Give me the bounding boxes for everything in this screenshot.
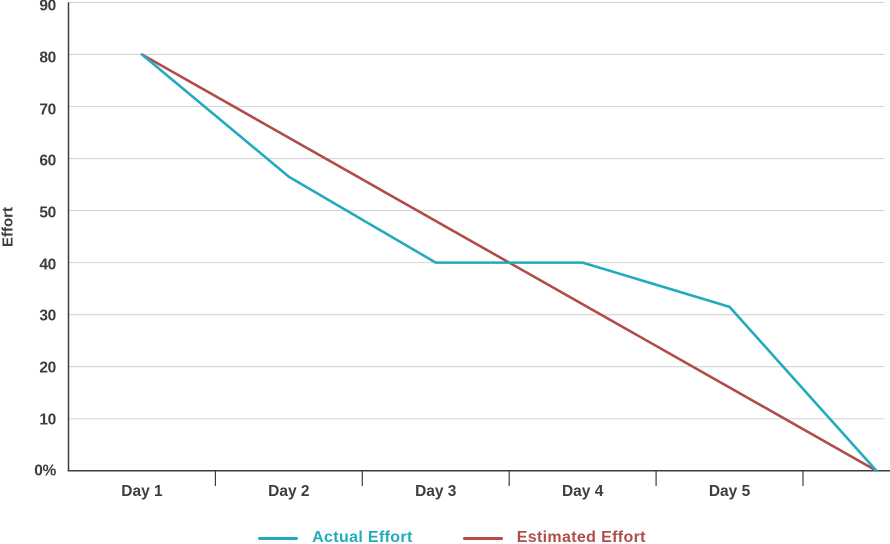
y-tick-label-10: 10 [39, 410, 56, 428]
legend: Actual Effort Estimated Effort [7, 530, 890, 544]
y-tick-label-60: 60 [39, 152, 56, 170]
series-line-actual-effort [140, 53, 878, 473]
y-tick-label-50: 50 [39, 204, 56, 222]
x-tick-label-3: Day 3 [415, 483, 457, 500]
legend-item-actual-effort: Actual Effort [258, 530, 413, 544]
y-tick-label-70: 70 [39, 100, 56, 118]
legend-item-estimated-effort: Estimated Effort [462, 529, 646, 544]
y-tick-label-20: 20 [39, 359, 56, 377]
y-tick-label-90: 90 [39, 0, 56, 15]
x-axis-tick-marks [214, 470, 804, 486]
y-tick-label-0: 0% [34, 462, 56, 480]
y-tick-label-80: 80 [39, 49, 56, 67]
y-tick-label-30: 30 [39, 307, 56, 325]
legend-line-swatch-actual-effort [258, 536, 299, 540]
x-tick-label-1: Day 1 [121, 483, 163, 500]
y-tick-label-40: 40 [39, 255, 56, 273]
gridlines [68, 1, 885, 420]
x-tick-label-4: Day 4 [561, 483, 604, 500]
legend-label-estimated-effort: Estimated Effort [516, 529, 646, 544]
axes [67, 2, 890, 472]
legend-line-swatch-estimated-effort [462, 536, 503, 540]
x-tick-label-2: Day 2 [268, 483, 310, 500]
x-tick-label-5: Day 5 [708, 483, 751, 500]
legend-label-actual-effort: Actual Effort [312, 529, 413, 544]
